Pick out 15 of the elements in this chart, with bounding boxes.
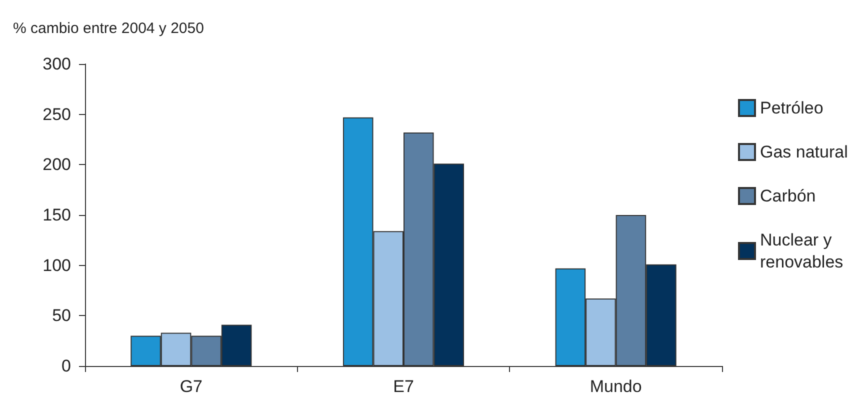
- x-tick-label: G7: [180, 377, 203, 396]
- y-tick-label: 150: [42, 206, 71, 224]
- y-tick-label: 100: [42, 256, 71, 275]
- y-tick-label: 0: [62, 356, 71, 376]
- y-axis-title: % cambio entre 2004 y 2050: [13, 20, 204, 37]
- x-tick-label: Mundo: [590, 377, 642, 396]
- legend-label: Carbón: [760, 186, 816, 206]
- legend-label: Petróleo: [760, 98, 824, 118]
- y-tick-label: 250: [42, 104, 71, 124]
- y-tick-label: 200: [42, 155, 71, 174]
- legend-label: Nuclear y renovables: [760, 230, 844, 272]
- y-tick-label: 50: [52, 306, 71, 326]
- legend-label: Gas natural: [760, 142, 848, 162]
- x-tick-label: E7: [393, 377, 414, 396]
- y-tick-label: 300: [42, 54, 71, 74]
